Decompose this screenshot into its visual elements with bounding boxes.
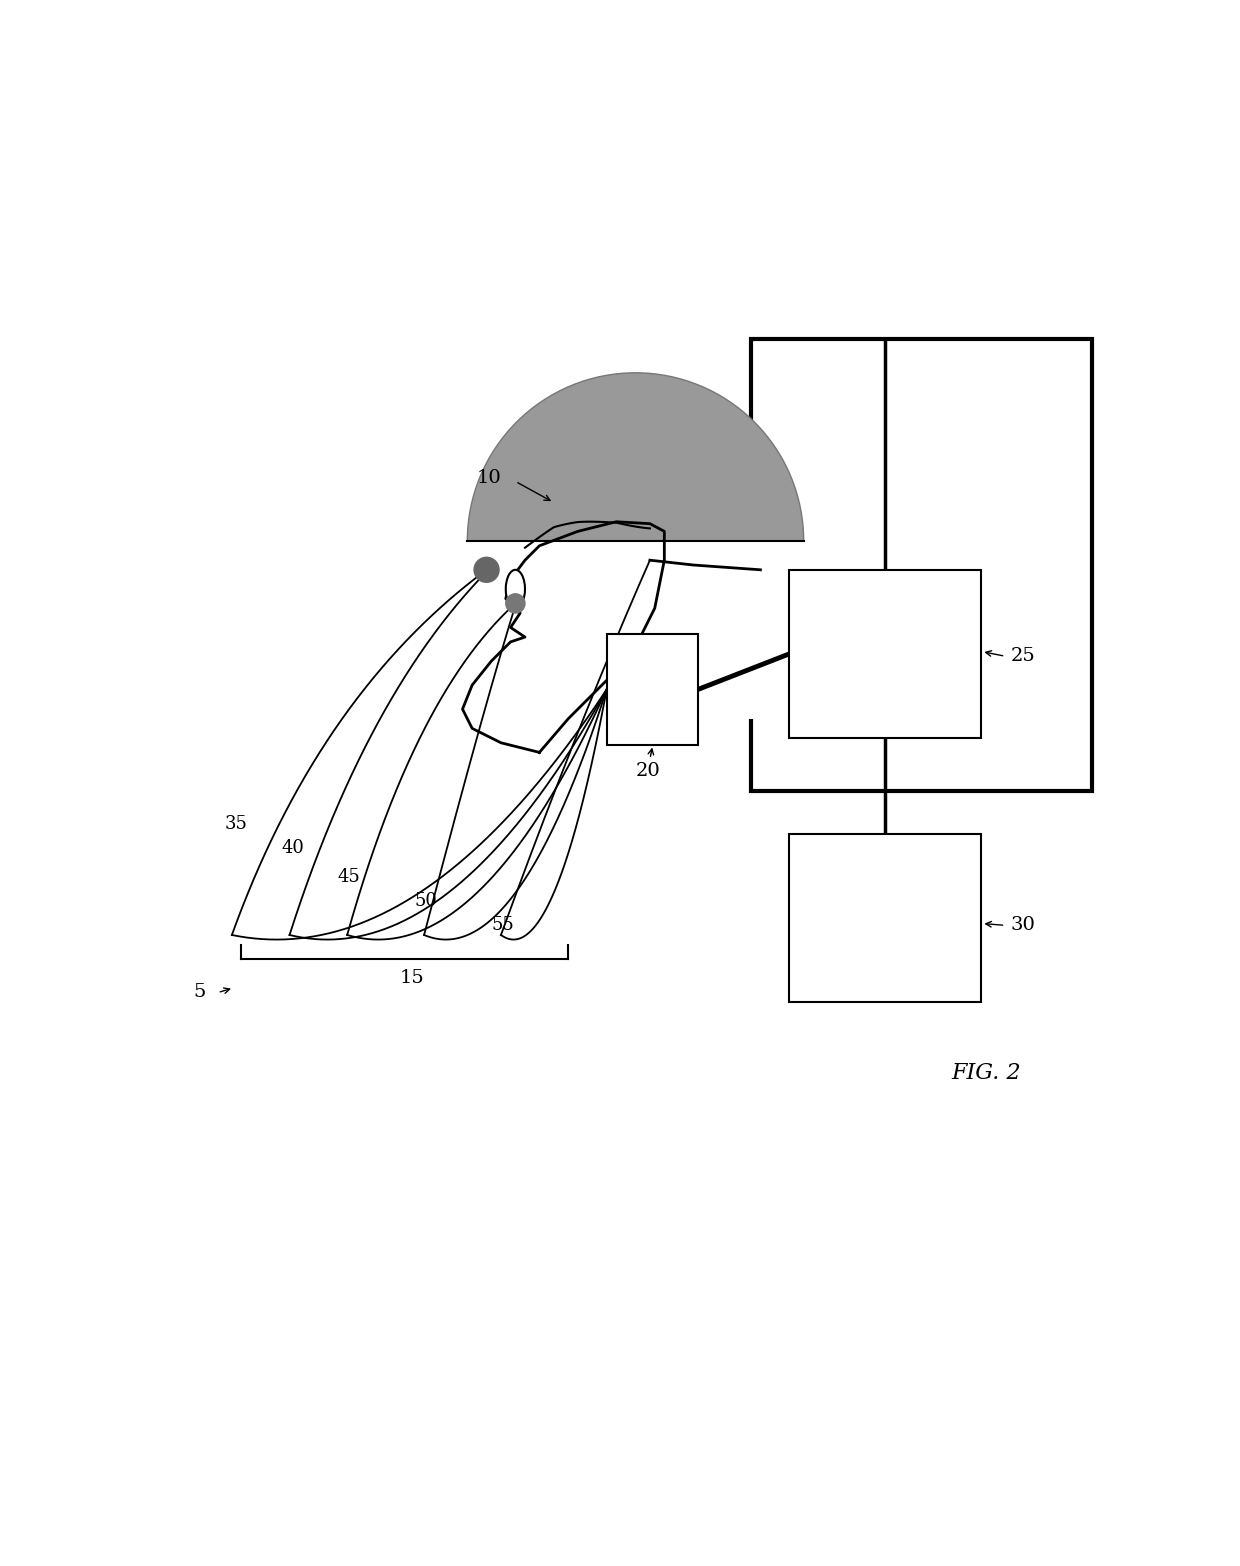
Text: 25: 25: [1011, 647, 1035, 666]
Text: 10: 10: [477, 470, 502, 487]
Text: 5: 5: [193, 983, 206, 1001]
Text: 20: 20: [635, 763, 660, 780]
Ellipse shape: [506, 570, 525, 608]
Bar: [789, 835, 982, 1002]
Bar: [606, 634, 698, 745]
Circle shape: [474, 557, 498, 583]
Bar: [751, 340, 1092, 791]
Text: 15: 15: [401, 969, 425, 987]
Bar: [458, 540, 813, 719]
Bar: [789, 570, 982, 738]
Text: 30: 30: [1011, 916, 1035, 935]
Text: 45: 45: [337, 868, 361, 886]
Text: 55: 55: [491, 916, 515, 935]
Text: 50: 50: [414, 893, 438, 910]
Text: 40: 40: [281, 839, 305, 857]
Circle shape: [506, 594, 525, 612]
Ellipse shape: [467, 373, 804, 709]
Text: 35: 35: [224, 816, 247, 833]
Text: FIG. 2: FIG. 2: [951, 1062, 1021, 1084]
